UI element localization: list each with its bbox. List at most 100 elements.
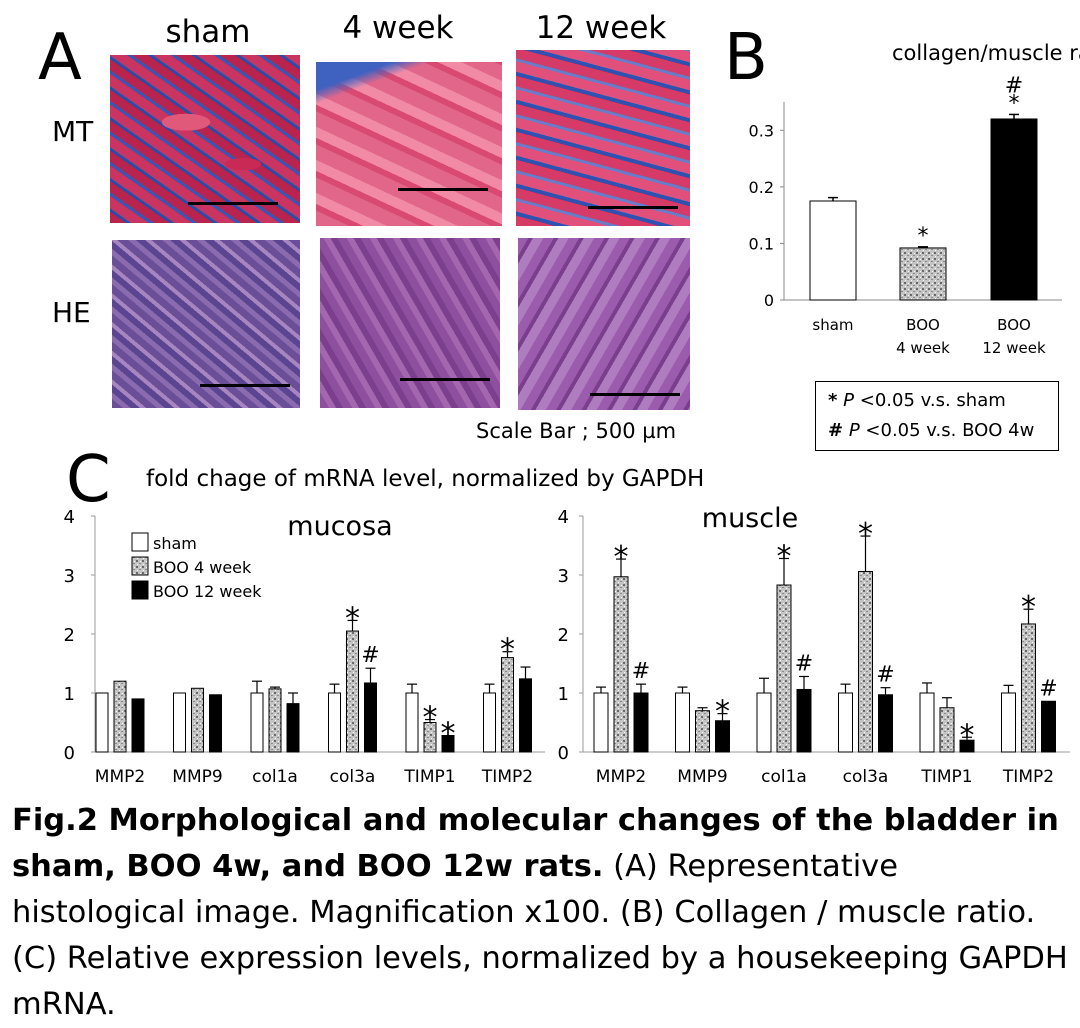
chart-b-axes: 0 0.1 0.2 0.3 — [749, 102, 1062, 310]
bar — [1041, 700, 1056, 753]
bar — [633, 692, 649, 753]
scale-bar-mt-12week — [588, 206, 678, 209]
bar — [939, 707, 955, 753]
bar — [796, 688, 812, 753]
significance-mark: * — [500, 633, 515, 668]
bar — [441, 734, 455, 753]
bar — [519, 678, 532, 753]
chart-b-category-label: BOO — [906, 316, 940, 334]
chart-b-ytick-label: 0.1 — [749, 234, 774, 253]
significance-mark: * — [423, 701, 438, 736]
p-symbol: P — [848, 420, 860, 441]
legend-swatch — [131, 580, 149, 600]
chart-mucosa-legend: sham BOO 4 week BOO 12 week — [131, 532, 262, 601]
panel-c-title: fold chage of mRNA level, normalized by … — [146, 466, 705, 492]
hash-symbol: # — [828, 420, 844, 441]
category-label: col3a — [843, 767, 889, 787]
bar — [113, 680, 127, 753]
ytick-label: 4 — [64, 507, 75, 528]
chart-b-category-label: 12 week — [982, 339, 1046, 357]
row-heading-mt: MT — [52, 115, 94, 148]
star-legend-text: <0.05 v.s. sham — [854, 390, 1006, 411]
bar — [483, 692, 496, 753]
figure-caption: Fig.2 Morphological and molecular change… — [12, 798, 1074, 1028]
ytick-label: 3 — [64, 566, 75, 587]
chart-muscle-bars: MMP2 * # MMP9 * col1a * # col3a * # TIMP1 * TIMP2 * # — [593, 517, 1058, 787]
bar — [95, 692, 109, 753]
bar — [328, 692, 341, 753]
panel-c-letter: C — [66, 443, 111, 517]
column-heading-sham: sham — [165, 14, 251, 50]
bar — [209, 694, 222, 753]
category-label: TIMP1 — [403, 767, 455, 787]
hash-legend-text: <0.05 v.s. BOO 4w — [859, 420, 1035, 441]
chart-c-muscle: muscle 0 1 2 3 4 MMP2 * # MMP9 * col1a * # col3a * # TI… — [558, 503, 1070, 787]
significance-mark: * — [614, 540, 629, 575]
caption-bold: Fig.2 Morphological and molecular change… — [12, 803, 1059, 884]
significance-mark: # — [632, 659, 650, 684]
p-symbol: P — [843, 390, 855, 411]
scale-bar-he-sham — [200, 384, 290, 387]
bar — [364, 682, 377, 753]
bar — [346, 630, 359, 753]
row-heading-he: HE — [52, 296, 91, 329]
bar — [675, 692, 690, 753]
significance-mark: # — [1039, 676, 1057, 701]
bar — [250, 692, 264, 753]
significance-mark: # — [361, 643, 379, 668]
legend-label: sham — [153, 534, 197, 553]
significance-mark: * — [777, 539, 792, 574]
category-label: MMP2 — [596, 767, 646, 787]
bar — [613, 576, 629, 753]
category-label: TIMP1 — [920, 767, 972, 787]
bar — [776, 584, 792, 753]
category-label: col3a — [330, 767, 376, 787]
chart-mucosa-title: mucosa — [287, 511, 392, 542]
bar — [858, 570, 873, 753]
bar — [756, 692, 772, 753]
chart-mucosa-bars: MMP2 MMP9 col1a col3a*#TIMP1* *TIMP2* — [95, 601, 533, 787]
chart-b-significance-mark: # — [1005, 73, 1023, 98]
stats-legend-star-line: * P <0.05 v.s. sham — [828, 386, 1058, 416]
bar — [173, 692, 186, 753]
ytick-label: 0 — [64, 743, 75, 764]
significance-mark: * — [858, 517, 873, 552]
ytick-label: 1 — [558, 684, 569, 705]
ytick-label: 3 — [558, 566, 569, 587]
significance-mark: * — [715, 695, 730, 730]
legend-label: BOO 12 week — [153, 582, 262, 601]
ytick-label: 1 — [64, 684, 75, 705]
panel-a-letter: A — [38, 21, 82, 95]
mt-4week-image — [316, 62, 502, 226]
chart-b-significance-mark: * — [1009, 91, 1020, 116]
chart-b-bar — [899, 247, 947, 301]
bar — [838, 692, 853, 753]
legend-swatch — [131, 556, 149, 576]
category-label: TIMP2 — [481, 767, 533, 787]
chart-b-ytick-label: 0.2 — [749, 178, 774, 197]
category-label: TIMP2 — [1002, 767, 1054, 787]
chart-b-ytick-label: 0.3 — [749, 121, 774, 140]
chart-b: collagen/muscle ratio 0 0.1 0.2 0.3 sham * BO… — [749, 41, 1080, 357]
chart-muscle-title: muscle — [702, 503, 798, 534]
scale-bar-mt-4week — [398, 188, 488, 191]
column-heading-4-week: 4 week — [342, 10, 454, 46]
bar — [131, 698, 145, 753]
chart-muscle-axes: 0 1 2 3 4 — [558, 507, 1070, 764]
significance-mark: * — [441, 716, 456, 751]
scale-bar-label: Scale Bar ; 500 µm — [476, 419, 677, 443]
significance-mark: * — [1021, 590, 1036, 625]
bar — [191, 687, 204, 753]
chart-mucosa-axes: 0 1 2 3 4 — [64, 507, 545, 764]
category-label: MMP9 — [677, 767, 727, 787]
bar — [1001, 692, 1016, 753]
significance-mark: * — [345, 601, 360, 636]
scale-bar-mt-sham — [188, 202, 278, 205]
significance-mark: # — [876, 663, 894, 688]
star-symbol: * — [828, 390, 838, 411]
he-12week-image — [518, 238, 690, 410]
ytick-label: 2 — [558, 625, 569, 646]
bar — [959, 739, 975, 753]
